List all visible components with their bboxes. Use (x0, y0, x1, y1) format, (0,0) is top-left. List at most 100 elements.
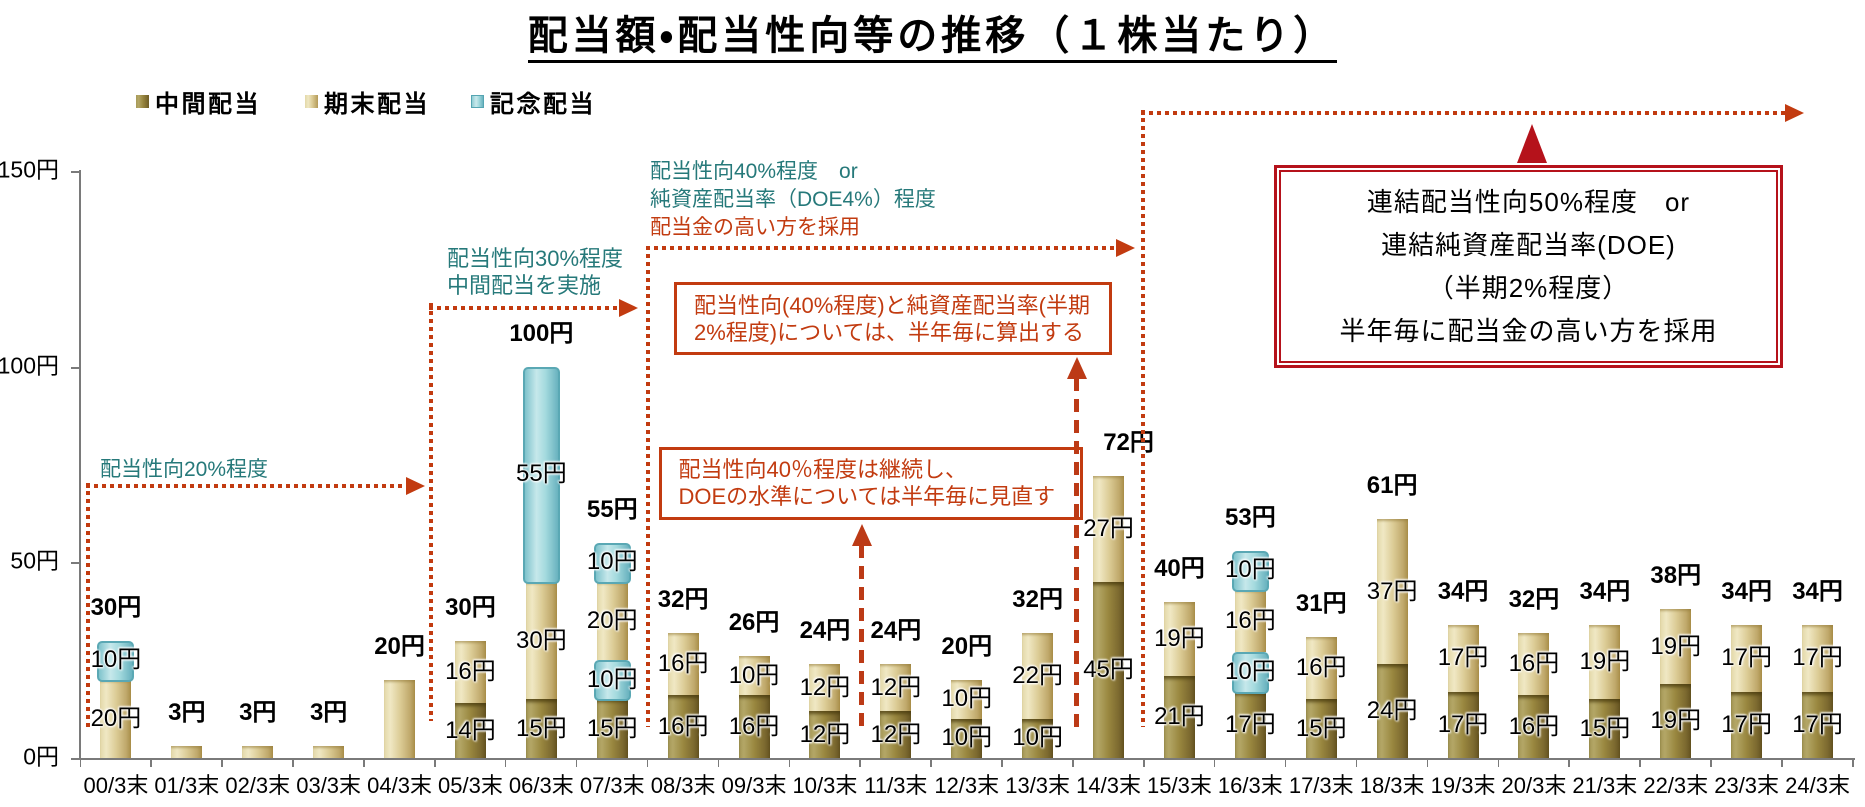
arrow-40pct-icon (1116, 239, 1135, 257)
segment-label: 17円 (1792, 710, 1843, 738)
segment-label: 16円 (728, 712, 780, 740)
x-tick (930, 760, 932, 767)
note-40pct-line2: 純資産配当率（DOE4%）程度 (650, 188, 936, 211)
bar-segment-interim (1093, 582, 1125, 758)
segment-label: 17円 (1721, 710, 1772, 738)
y-axis-label: 50円 (10, 547, 59, 574)
x-tick (1213, 760, 1216, 767)
box-calc-note: 配当性向(40%程度)と純資産配当率(半期 2%程度)については、半年毎に算出す… (674, 282, 1112, 355)
note-payout-30pct: 配当性向30%程度 中間配当を実施 (447, 245, 623, 299)
bar-segment-yearend (454, 640, 486, 704)
arrow-50pct-icon (1785, 104, 1804, 122)
total-label: 32円 (657, 585, 709, 613)
x-axis-label: 16/3末 (1217, 773, 1283, 798)
bar-segment-commemorative (97, 640, 135, 682)
segment-label: 45円 (1083, 656, 1134, 683)
bar-segment-yearend (951, 679, 983, 719)
segment-label: 17円 (1437, 644, 1489, 672)
bar-segment-yearend (1589, 625, 1621, 700)
y-tick (70, 758, 79, 760)
bar-segment-yearend (1731, 625, 1763, 692)
policy-box-pointer-icon (1517, 124, 1547, 163)
segment-label: 15円 (1579, 714, 1631, 742)
segment-label: 10円 (1224, 556, 1276, 584)
box-policy-line4: 半年毎に配当金の高い方を採用 (1339, 315, 1718, 346)
bar-segment-interim (1305, 699, 1337, 758)
bar-segment-yearend (242, 746, 274, 758)
bar-segment-yearend (1022, 632, 1054, 719)
segment-label: 20円 (586, 607, 638, 635)
x-axis-label: 02/3末 (225, 773, 291, 798)
chart-title: 配当額・配当性向等の推移（１株当たり） (0, 10, 1865, 63)
segment-label: 10円 (1224, 657, 1276, 685)
segment-label: 16円 (1508, 712, 1560, 740)
y-tick (70, 171, 79, 174)
note-40pct-line1: 配当性向40%程度 or (650, 160, 858, 183)
x-axis-label: 00/3末 (83, 773, 149, 798)
segment-label: 24円 (1366, 697, 1418, 725)
x-tick (1143, 760, 1145, 767)
x-tick (79, 760, 81, 767)
segment-label: 15円 (1295, 714, 1347, 742)
segment-label: 17円 (1224, 710, 1276, 738)
dotted-line-vertical-00 (85, 483, 90, 728)
total-label: 24円 (799, 617, 851, 645)
x-axis-label: 03/3末 (296, 773, 362, 798)
chart-title-text: 配当額・配当性向等の推移（１株当たり） (527, 14, 1338, 63)
total-label: 40円 (1154, 554, 1205, 582)
segment-label: 15円 (586, 714, 638, 742)
x-tick (292, 760, 294, 767)
x-axis-label: 13/3末 (1005, 773, 1071, 798)
box-review-line1: 配当性向40％程度は継続し、 (678, 457, 967, 482)
segment-label: 10円 (586, 665, 638, 693)
note-30pct-line1: 配当性向30%程度 (447, 246, 624, 271)
x-tick (575, 760, 578, 767)
legend-label-yearend: 期末配当 (324, 90, 430, 118)
box-policy-line1: 連結配当性向50%程度 or (1366, 186, 1691, 217)
x-tick (1072, 760, 1074, 767)
x-tick (788, 760, 790, 767)
bar-segment-yearend (880, 664, 912, 712)
x-tick (221, 760, 223, 767)
total-label: 3円 (168, 699, 206, 727)
x-tick (1001, 760, 1003, 767)
segment-label: 17円 (1437, 710, 1489, 738)
bar-segment-interim (1447, 691, 1479, 758)
segment-label: 17円 (1792, 644, 1843, 672)
bar-segment-interim (667, 695, 699, 758)
total-label: 30円 (445, 593, 496, 621)
bar-segment-interim (525, 699, 557, 758)
y-axis-label: 0円 (23, 743, 59, 770)
bar-segment-yearend (1163, 601, 1195, 676)
x-tick (434, 760, 436, 767)
legend-swatch-interim (136, 94, 149, 108)
segment-label: 22円 (1012, 661, 1063, 689)
arrow-20pct-icon (406, 476, 425, 495)
total-label: 34円 (1792, 578, 1843, 606)
bar-segment-yearend (100, 679, 132, 758)
note-20pct-line1: 配当性向20%程度 (100, 458, 269, 481)
x-axis-label: 14/3末 (1076, 773, 1141, 798)
bar-segment-interim (1518, 695, 1550, 758)
total-label: 100円 (509, 319, 574, 347)
x-tick (859, 760, 861, 767)
x-axis-label: 07/3末 (579, 773, 645, 798)
box-policy-inner: 連結配当性向50%程度 or 連結純資産配当率(DOE) （半期2%程度） 半年… (1279, 170, 1778, 363)
segment-label: 17円 (1721, 644, 1772, 672)
box-review-line2: DOEの水準については半年毎に見直す (678, 484, 1056, 509)
bar-segment-interim (454, 703, 486, 758)
x-tick (1852, 760, 1854, 767)
x-axis-label: 10/3末 (792, 773, 858, 798)
segment-label: 16円 (1295, 654, 1347, 682)
bar-segment-yearend (1447, 625, 1479, 692)
segment-label: 16円 (1224, 607, 1276, 635)
dashed-arrow-review-head-icon (851, 524, 872, 546)
dashed-arrow-review-line (859, 545, 864, 730)
x-axis-label: 21/3末 (1572, 773, 1638, 798)
x-axis-label: 22/3末 (1643, 773, 1709, 798)
bar-segment-yearend (1518, 632, 1550, 696)
box-calc-line1: 配当性向(40%程度)と純資産配当率(半期 (694, 292, 1091, 318)
bar-segment-commemorative (593, 660, 631, 702)
x-axis-label: 08/3末 (650, 773, 716, 798)
total-label: 38円 (1650, 562, 1702, 590)
